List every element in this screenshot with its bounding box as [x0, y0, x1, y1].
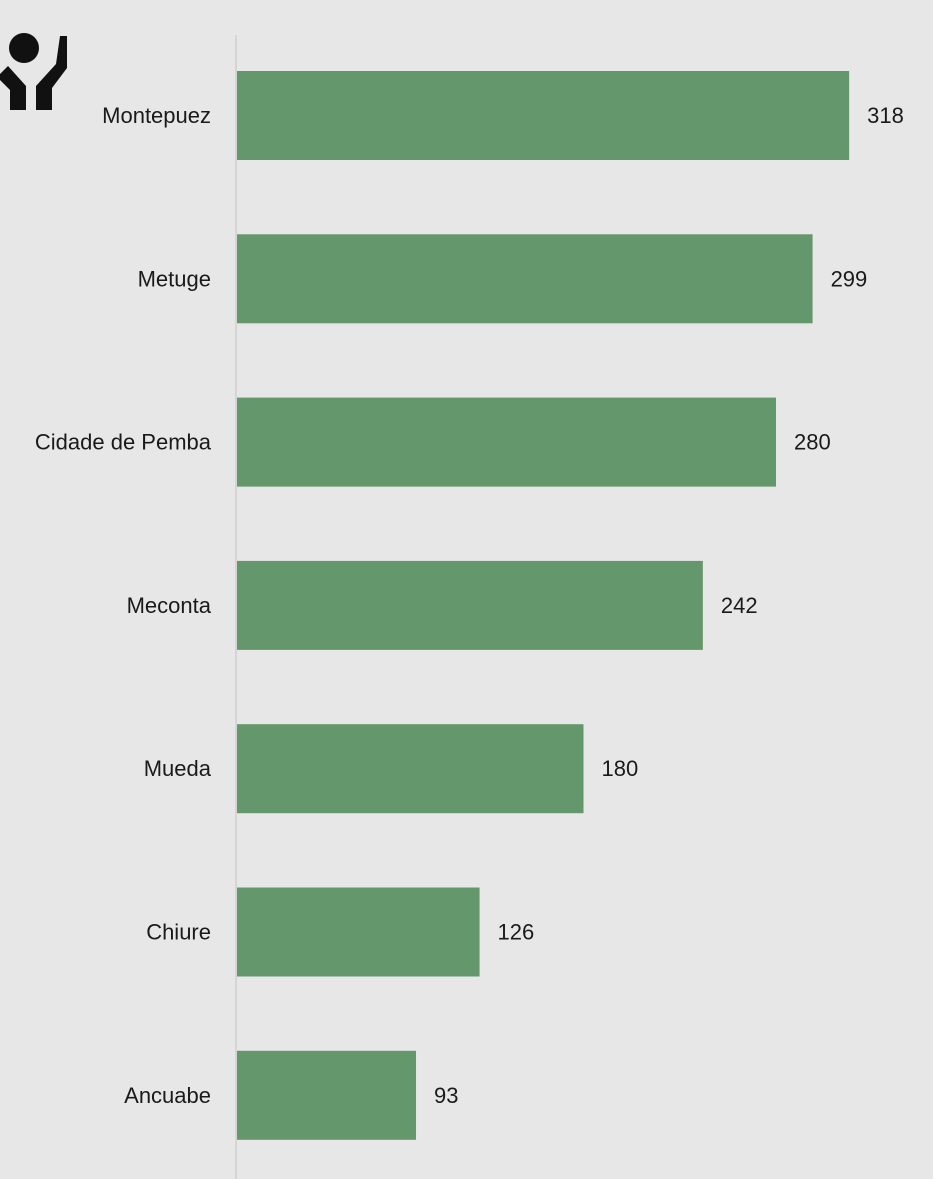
category-label: Chiure: [146, 920, 211, 945]
category-label: Ancuabe: [124, 1083, 211, 1108]
data-label: 180: [602, 756, 639, 781]
category-label: Mueda: [144, 756, 212, 781]
data-label: 280: [794, 430, 831, 455]
data-label: 93: [434, 1083, 458, 1108]
hands-holding-person-icon: [0, 28, 72, 112]
bar: [237, 560, 703, 650]
data-label: 242: [721, 593, 758, 618]
bar: [237, 887, 480, 977]
data-label: 299: [831, 266, 868, 291]
category-label: Metuge: [138, 266, 211, 291]
category-label: Montepuez: [102, 103, 211, 128]
data-label: 126: [498, 920, 535, 945]
bar: [237, 234, 813, 324]
bar: [237, 71, 850, 160]
category-label: Cidade de Pemba: [35, 430, 212, 455]
bar: [237, 1050, 417, 1140]
category-label: Meconta: [127, 593, 212, 618]
bar: [237, 397, 776, 487]
bar: [237, 724, 584, 814]
data-label: 318: [867, 103, 904, 128]
